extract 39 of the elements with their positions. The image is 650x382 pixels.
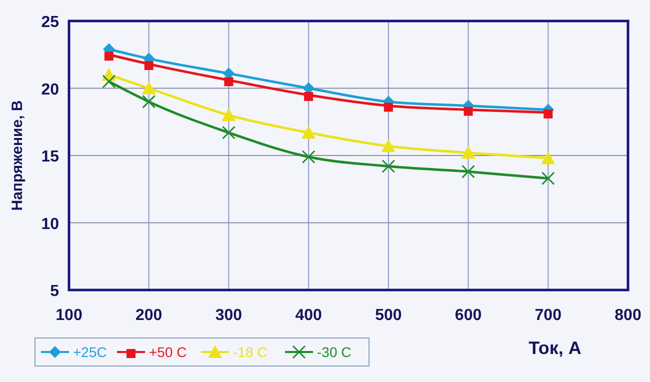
point xyxy=(222,108,236,122)
point xyxy=(381,139,396,152)
point xyxy=(304,92,314,101)
point xyxy=(302,150,316,164)
legend-label: -18 C xyxy=(233,344,268,360)
legend-label: +25C xyxy=(73,344,107,360)
point xyxy=(464,106,473,116)
x-tick-label: 200 xyxy=(136,307,162,324)
point xyxy=(142,94,156,108)
point xyxy=(224,77,234,86)
x-tick-label: 100 xyxy=(56,307,82,324)
point xyxy=(102,74,116,88)
point xyxy=(462,164,476,178)
point xyxy=(302,126,316,139)
y-tick-label: 10 xyxy=(41,216,60,233)
point xyxy=(461,146,476,159)
x-tick-label: 700 xyxy=(534,307,562,324)
x-tick-label: 800 xyxy=(614,307,642,324)
y-tick-label: 25 xyxy=(41,14,60,31)
point xyxy=(382,160,396,174)
y-tick-label: 20 xyxy=(41,81,60,98)
point xyxy=(541,151,556,164)
legend-label: +50 C xyxy=(149,344,187,360)
y-axis-title: Напряжение, В xyxy=(9,100,26,211)
point xyxy=(142,81,156,94)
y-tick-label: 15 xyxy=(41,148,60,166)
point xyxy=(144,61,154,70)
x-tick-label: 600 xyxy=(454,307,482,324)
point xyxy=(541,172,555,186)
legend-label: -30 C xyxy=(317,344,352,360)
point xyxy=(384,102,393,112)
point xyxy=(104,52,114,61)
point xyxy=(544,109,553,118)
point xyxy=(222,126,236,140)
x-tick-label: 300 xyxy=(215,307,242,324)
x-axis-title: Ток, А xyxy=(528,338,582,358)
x-tick-label: 500 xyxy=(375,307,402,324)
y-tick-label: 5 xyxy=(50,283,60,300)
x-tick-label: 400 xyxy=(295,307,322,324)
